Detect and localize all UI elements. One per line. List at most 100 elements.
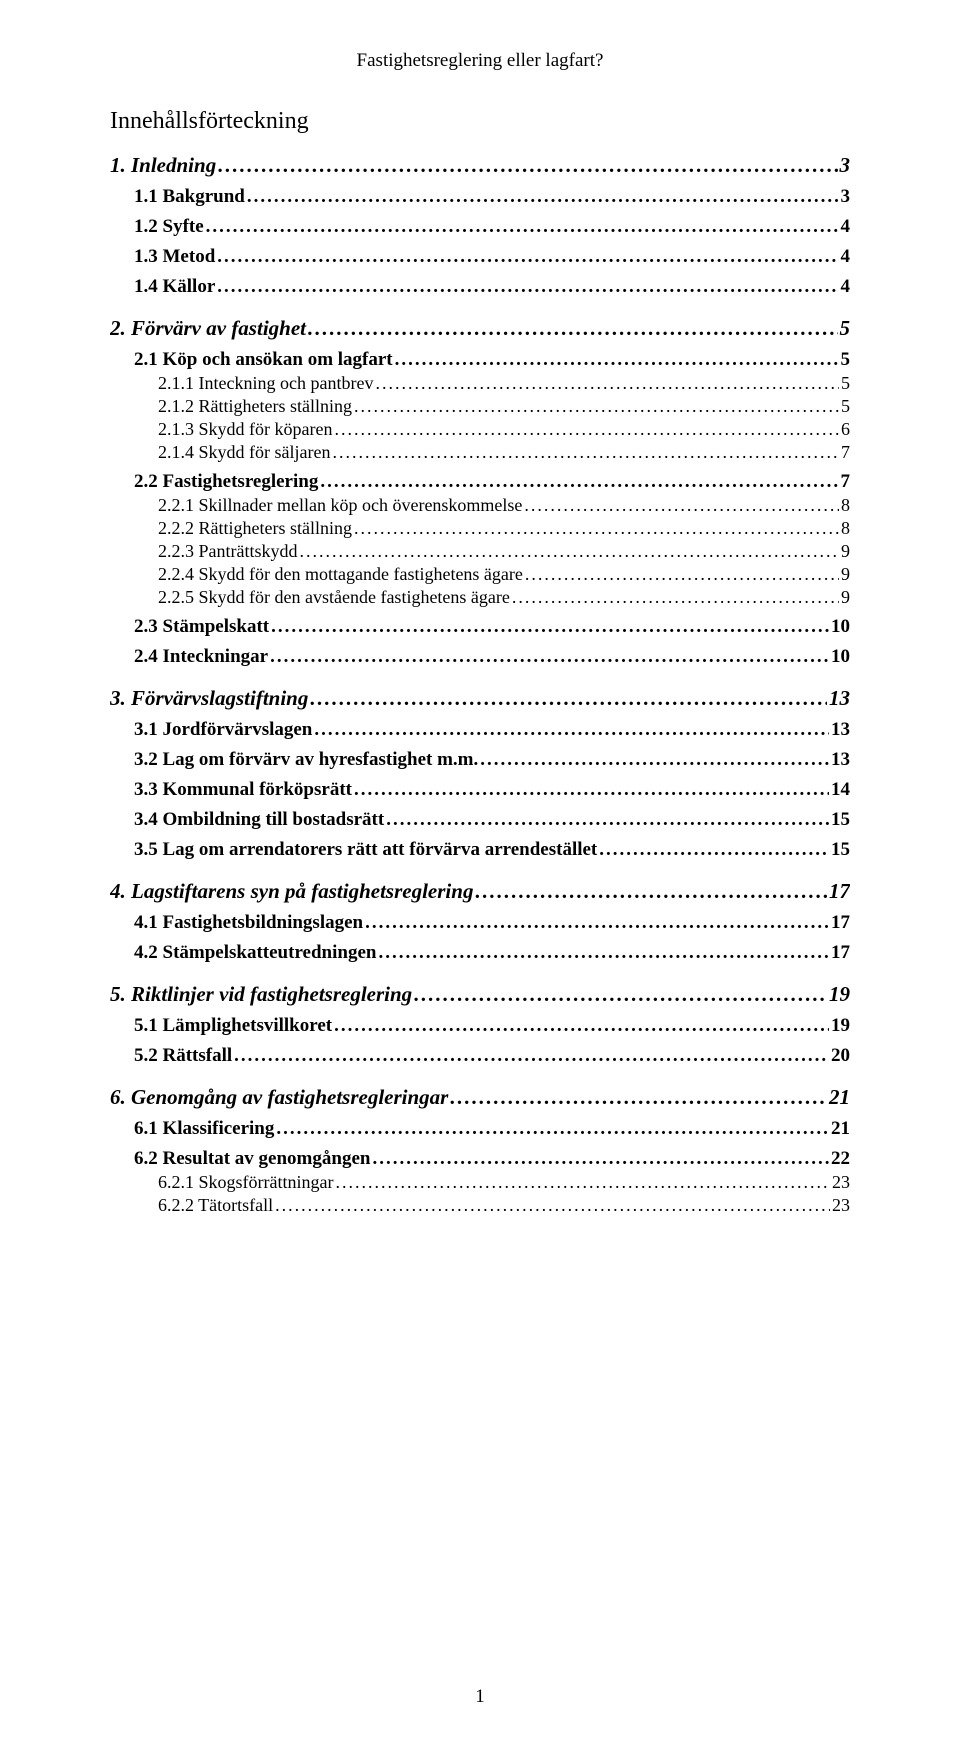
toc-entry-label: 2.2.5 Skydd för den avstående fastighete… (158, 587, 510, 608)
toc-leader: ........................................… (354, 396, 839, 417)
toc-entry-label: 1.3 Metod (134, 246, 215, 268)
table-of-contents: 1. Inledning............................… (110, 153, 850, 1216)
toc-entry-page: 7 (841, 471, 851, 493)
toc-leader: ........................................… (334, 419, 839, 440)
toc-entry-page: 10 (831, 646, 850, 668)
toc-entry: 1. Inledning............................… (110, 153, 850, 178)
toc-leader: ........................................… (386, 809, 829, 831)
running-head: Fastighetsreglering eller lagfart? (110, 50, 850, 72)
toc-entry-label: 6.2.2 Tätortsfall (158, 1195, 273, 1216)
toc-leader: ........................................… (365, 912, 829, 934)
toc-entry-label: 2.2 Fastighetsreglering (134, 471, 318, 493)
toc-entry-label: 3. Förvärvslagstiftning (110, 686, 308, 711)
toc-entry: 2.2 Fastighetsreglering.................… (134, 471, 850, 493)
toc-entry: 2.2.2 Rättigheters ställning............… (158, 518, 850, 539)
toc-entry-label: 3.4 Ombildning till bostadsrätt (134, 809, 384, 831)
toc-entry-page: 7 (841, 442, 850, 463)
toc-entry: 2.3 Stämpelskatt........................… (134, 616, 850, 638)
toc-entry-page: 21 (831, 1118, 850, 1140)
toc-entry: 3.2 Lag om förvärv av hyresfastighet m.m… (134, 749, 850, 771)
toc-entry-page: 20 (831, 1045, 850, 1067)
toc-leader: ........................................… (271, 616, 829, 638)
toc-leader: ........................................… (276, 1118, 829, 1140)
toc-entry: 6.2.2 Tätortsfall.......................… (158, 1195, 850, 1216)
toc-entry: 1.3 Metod...............................… (134, 246, 850, 268)
toc-entry: 6.2 Resultat av genomgången.............… (134, 1148, 850, 1170)
toc-entry-label: 5. Riktlinjer vid fastighetsreglering (110, 982, 412, 1007)
toc-entry-label: 2.1.4 Skydd för säljaren (158, 442, 330, 463)
toc-entry-label: 1. Inledning (110, 153, 216, 178)
toc-entry-label: 2.1.2 Rättigheters ställning (158, 396, 352, 417)
toc-entry-label: 1.4 Källor (134, 276, 215, 298)
toc-leader: ........................................… (375, 373, 839, 394)
toc-entry: 3.3 Kommunal förköpsrätt................… (134, 779, 850, 801)
page-number: 1 (0, 1686, 960, 1708)
toc-leader: ........................................… (300, 541, 840, 562)
toc-entry: 6. Genomgång av fastighetsregleringar...… (110, 1085, 850, 1110)
toc-entry-page: 22 (831, 1148, 850, 1170)
toc-leader: ........................................… (206, 216, 839, 238)
toc-entry-page: 13 (831, 719, 850, 741)
toc-leader: ........................................… (414, 982, 827, 1007)
toc-leader: ........................................… (525, 564, 839, 585)
toc-entry-page: 17 (829, 879, 850, 904)
toc-entry-label: 5.2 Rättsfall (134, 1045, 232, 1067)
toc-entry: 1.1 Bakgrund............................… (134, 186, 850, 208)
toc-entry-page: 15 (831, 839, 850, 861)
toc-entry-page: 8 (841, 518, 850, 539)
toc-leader: ........................................… (247, 186, 839, 208)
toc-entry-page: 23 (832, 1172, 850, 1193)
toc-entry-page: 5 (841, 349, 851, 371)
toc-entry: 4.1 Fastighetsbildningslagen............… (134, 912, 850, 934)
toc-leader: ........................................… (372, 1148, 829, 1170)
toc-entry: 1.4 Källor..............................… (134, 276, 850, 298)
toc-entry-page: 5 (840, 316, 851, 341)
toc-leader: ........................................… (512, 587, 839, 608)
toc-entry-page: 4 (841, 216, 851, 238)
toc-entry-label: 2.1.1 Inteckning och pantbrev (158, 373, 373, 394)
toc-entry-label: 6.2 Resultat av genomgången (134, 1148, 370, 1170)
toc-entry-label: 2.2.4 Skydd för den mottagande fastighet… (158, 564, 523, 585)
toc-entry-page: 4 (841, 246, 851, 268)
toc-entry: 3.1 Jordförvärvslagen...................… (134, 719, 850, 741)
toc-entry: 2.1 Köp och ansökan om lagfart..........… (134, 349, 850, 371)
toc-leader: ........................................… (475, 879, 827, 904)
toc-leader: ........................................… (378, 942, 829, 964)
toc-entry: 5.1 Lämplighetsvillkoret................… (134, 1015, 850, 1037)
toc-entry: 3.5 Lag om arrendatorers rätt att förvär… (134, 839, 850, 861)
toc-entry-page: 6 (841, 419, 850, 440)
toc-leader: ........................................… (218, 153, 837, 178)
toc-entry-label: 2.2.1 Skillnader mellan köp och överensk… (158, 495, 522, 516)
toc-leader: ........................................… (275, 1195, 830, 1216)
toc-entry-label: 6.1 Klassificering (134, 1118, 274, 1140)
toc-entry-label: 2. Förvärv av fastighet (110, 316, 306, 341)
toc-entry-page: 9 (841, 564, 850, 585)
toc-entry: 6.2.1 Skogsförrättningar................… (158, 1172, 850, 1193)
toc-entry-page: 14 (831, 779, 850, 801)
toc-entry: 2.2.1 Skillnader mellan köp och överensk… (158, 495, 850, 516)
toc-leader: ........................................… (332, 442, 839, 463)
toc-entry: 1.2 Syfte...............................… (134, 216, 850, 238)
toc-leader: ........................................… (217, 276, 838, 298)
toc-entry: 4.2 Stämpelskatteutredningen............… (134, 942, 850, 964)
toc-entry: 2.1.1 Inteckning och pantbrev...........… (158, 373, 850, 394)
toc-entry: 2.2.4 Skydd för den mottagande fastighet… (158, 564, 850, 585)
toc-entry: 2.2.5 Skydd för den avstående fastighete… (158, 587, 850, 608)
toc-entry-page: 21 (829, 1085, 850, 1110)
toc-leader: ........................................… (450, 1085, 827, 1110)
toc-leader: ........................................… (335, 1172, 830, 1193)
toc-entry-label: 6.2.1 Skogsförrättningar (158, 1172, 333, 1193)
toc-leader: ........................................… (480, 749, 829, 771)
toc-entry: 5.2 Rättsfall...........................… (134, 1045, 850, 1067)
toc-entry-label: 3.3 Kommunal förköpsrätt (134, 779, 352, 801)
toc-leader: ........................................… (270, 646, 829, 668)
toc-entry-label: 2.3 Stämpelskatt (134, 616, 269, 638)
toc-entry-page: 19 (829, 982, 850, 1007)
toc-entry-label: 4.1 Fastighetsbildningslagen (134, 912, 363, 934)
toc-entry-label: 2.1.3 Skydd för köparen (158, 419, 332, 440)
toc-entry-page: 17 (831, 912, 850, 934)
toc-leader: ........................................… (395, 349, 839, 371)
toc-entry-label: 6. Genomgång av fastighetsregleringar (110, 1085, 448, 1110)
toc-entry-page: 3 (841, 186, 851, 208)
toc-entry-page: 5 (841, 396, 850, 417)
